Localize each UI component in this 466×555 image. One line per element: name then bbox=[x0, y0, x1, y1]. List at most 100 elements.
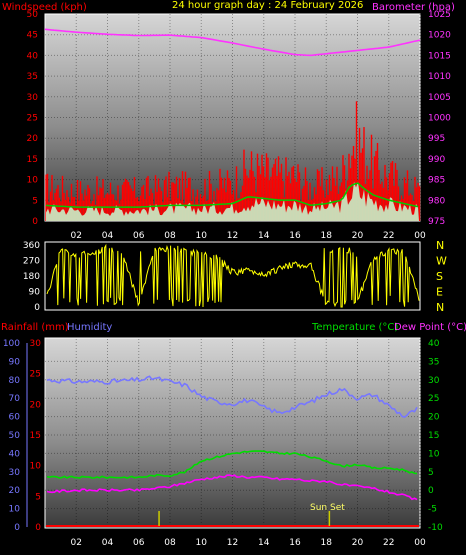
time-tick-label: 16 bbox=[289, 231, 301, 241]
direction-tick-label: 0 bbox=[34, 303, 40, 313]
baro-tick-label: 995 bbox=[428, 134, 445, 144]
temp-tick-label: -5 bbox=[428, 505, 437, 515]
temp-tick-label: 20 bbox=[428, 413, 440, 423]
baro-tick-label: 1000 bbox=[428, 114, 451, 124]
humidity-tick-label: 90 bbox=[9, 357, 21, 367]
humidity-tick-label: 30 bbox=[9, 468, 21, 478]
barometer-line bbox=[44, 28, 421, 57]
time-tick-label-lower: 16 bbox=[289, 538, 301, 548]
graph-title: 24 hour graph day : 24 February 2026 bbox=[172, 0, 363, 11]
humidity-tick-label: 50 bbox=[9, 431, 21, 441]
temp-tick-label: 5 bbox=[428, 468, 434, 478]
direction-tick-label: 270 bbox=[23, 257, 40, 267]
temp-tick-label: 10 bbox=[428, 449, 440, 459]
temp-tick-label: 0 bbox=[428, 486, 434, 496]
baro-tick-label: 1015 bbox=[428, 51, 451, 61]
humidity-tick-label: 40 bbox=[9, 449, 21, 459]
direction-tick-label: 180 bbox=[23, 272, 40, 282]
rain-tick-label: 25 bbox=[30, 370, 41, 380]
wind-tick-label: 45 bbox=[27, 31, 38, 41]
baro-tick-label: 1025 bbox=[428, 10, 451, 20]
wind-tick-label: 0 bbox=[32, 217, 38, 227]
time-tick-label: 08 bbox=[164, 231, 176, 241]
temp-tick-label: 25 bbox=[428, 394, 439, 404]
wind-tick-label: 25 bbox=[27, 114, 38, 124]
temp-tick-label: 30 bbox=[428, 376, 440, 386]
baro-tick-label: 1010 bbox=[428, 72, 451, 82]
compass-label: S bbox=[436, 270, 443, 283]
baro-tick-label: 1020 bbox=[428, 31, 451, 41]
compass-label: E bbox=[436, 286, 443, 299]
humidity-tick-label: 100 bbox=[3, 339, 20, 349]
baro-axis-title: Barometer (hpa) bbox=[372, 2, 455, 13]
wind-tick-label: 15 bbox=[27, 155, 38, 165]
wind-tick-label: 40 bbox=[27, 51, 39, 61]
direction-series bbox=[46, 243, 420, 308]
time-tick-label-lower: 04 bbox=[102, 538, 114, 548]
baro-series bbox=[44, 28, 421, 57]
time-tick-label: 00 bbox=[414, 231, 426, 241]
rain-tick-label: 30 bbox=[30, 339, 42, 349]
time-tick-label: 02 bbox=[71, 231, 82, 241]
temp-tick-label: -10 bbox=[428, 523, 443, 533]
humidity-tick-label: 60 bbox=[9, 413, 21, 423]
wind-tick-label: 5 bbox=[32, 196, 38, 206]
baro-tick-label: 990 bbox=[428, 155, 445, 165]
time-tick-label-lower: 00 bbox=[414, 538, 426, 548]
rain-tick-label: 5 bbox=[35, 492, 41, 502]
average-wind-line bbox=[45, 182, 419, 208]
temp-panel bbox=[44, 337, 421, 529]
compass-label: N bbox=[436, 301, 444, 314]
time-tick-label-lower: 18 bbox=[321, 538, 333, 548]
time-tick-label: 06 bbox=[133, 231, 145, 241]
wind-tick-label: 10 bbox=[27, 176, 39, 186]
rain-tick-label: 20 bbox=[30, 400, 42, 410]
time-tick-label: 14 bbox=[258, 231, 270, 241]
time-tick-label-lower: 14 bbox=[258, 538, 270, 548]
time-tick-label-lower: 06 bbox=[133, 538, 145, 548]
compass-label: N bbox=[436, 239, 444, 252]
wind-series bbox=[45, 101, 421, 221]
time-tick-label: 20 bbox=[352, 231, 364, 241]
direction-tick-label: 360 bbox=[23, 241, 40, 251]
wind-tick-label: 50 bbox=[27, 10, 39, 20]
temp-axis-title: Temperature (°C) bbox=[311, 322, 398, 333]
dew-axis-title: Dew Point (°C) bbox=[394, 322, 466, 333]
wind-tick-label: 30 bbox=[27, 93, 39, 103]
time-tick-label-lower: 20 bbox=[352, 538, 364, 548]
time-tick-label: 04 bbox=[102, 231, 114, 241]
humidity-tick-label: 10 bbox=[9, 505, 21, 515]
wind-tick-label: 35 bbox=[27, 72, 38, 82]
humidity-line bbox=[46, 375, 418, 418]
wind-tick-label: 20 bbox=[27, 134, 39, 144]
humidity-tick-label: 80 bbox=[9, 376, 21, 386]
rain-tick-label: 15 bbox=[30, 431, 41, 441]
humidity-axis-title: Humidity bbox=[67, 322, 112, 333]
baro-tick-label: 1005 bbox=[428, 93, 451, 103]
rain-tick-label: 10 bbox=[30, 462, 42, 472]
time-tick-label-lower: 12 bbox=[227, 538, 238, 548]
humidity-tick-label: 70 bbox=[9, 394, 21, 404]
time-tick-label: 18 bbox=[321, 231, 333, 241]
temp-series bbox=[46, 375, 419, 527]
time-tick-label-lower: 08 bbox=[164, 538, 176, 548]
time-tick-label-lower: 10 bbox=[196, 538, 208, 548]
temp-tick-label: 15 bbox=[428, 431, 439, 441]
baro-tick-label: 980 bbox=[428, 196, 445, 206]
rain-tick-label: 0 bbox=[35, 523, 41, 533]
temp-tick-label: 40 bbox=[428, 339, 440, 349]
humidity-tick-label: 20 bbox=[9, 486, 21, 496]
compass-label: W bbox=[436, 255, 447, 268]
wind-direction-trace bbox=[46, 243, 420, 308]
baro-tick-label: 975 bbox=[428, 217, 445, 227]
temp-tick-label: 35 bbox=[428, 357, 439, 367]
time-tick-label-lower: 02 bbox=[71, 538, 82, 548]
time-tick-label: 10 bbox=[196, 231, 208, 241]
direction-tick-label: 90 bbox=[29, 288, 41, 298]
humidity-tick-label: 0 bbox=[14, 523, 20, 533]
tick-labels: 0510152025303540455097598098599099510001… bbox=[3, 10, 451, 548]
time-tick-label: 12 bbox=[227, 231, 238, 241]
wind-axis-title: Windspeed (kph) bbox=[2, 2, 87, 13]
dewpoint-line bbox=[46, 474, 418, 501]
